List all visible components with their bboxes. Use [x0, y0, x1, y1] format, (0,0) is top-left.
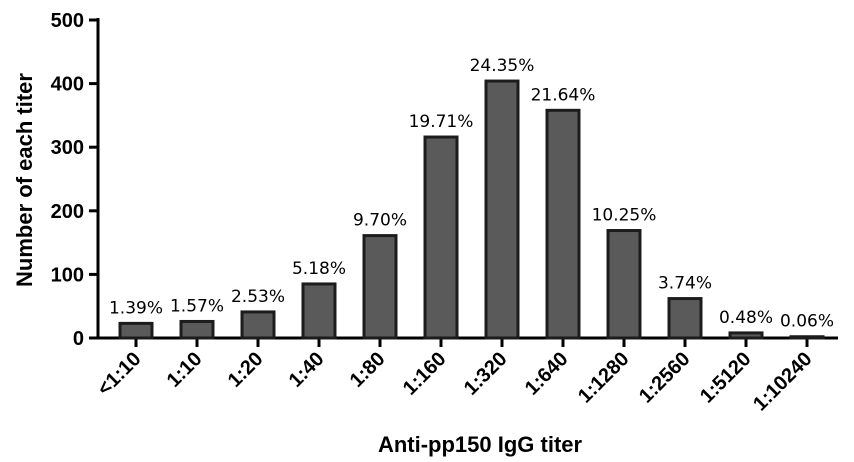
bar: [606, 229, 642, 340]
y-tick-label: 300: [51, 137, 84, 159]
bar: [789, 335, 825, 340]
data-label: 24.35%: [470, 56, 535, 76]
bar: [118, 321, 154, 340]
data-label: 5.18%: [292, 259, 346, 279]
x-tick-label: 1:1280: [574, 348, 634, 408]
y-tick-label: 500: [51, 10, 84, 32]
bar: [728, 331, 764, 340]
bar: [301, 282, 337, 340]
bar: [423, 135, 459, 340]
x-tick-label: 1:80: [346, 348, 390, 392]
data-label: 1.57%: [170, 296, 224, 316]
data-label: 2.53%: [231, 287, 285, 307]
y-tick-label: 100: [51, 264, 84, 286]
x-axis-title: Anti-pp150 IgG titer: [378, 432, 583, 457]
bars: [118, 79, 825, 340]
y-axis-title: Number of each titer: [12, 73, 37, 287]
x-tick-label: 1:5120: [696, 348, 756, 408]
y-tick-label: 200: [51, 201, 84, 223]
bar: [545, 108, 581, 340]
y-tick-label: 0: [73, 328, 84, 350]
x-tick-label: 1:2560: [635, 348, 695, 408]
x-tick-label: 1:40: [285, 348, 329, 392]
data-label: 0.48%: [719, 308, 773, 328]
x-tick-label: 1:10240: [749, 348, 816, 415]
bar: [362, 234, 398, 340]
data-label: 0.06%: [780, 312, 834, 332]
x-tick-label: 1:640: [521, 348, 573, 400]
data-labels: 1.39% 1.57% 2.53% 5.18% 9.70% 19.71% 24.35% 21.…: [109, 56, 834, 332]
x-tick-label: <1:10: [93, 348, 145, 400]
x-tick-label: 1:320: [460, 348, 512, 400]
data-label: 1.39%: [109, 298, 163, 318]
bar: [484, 79, 520, 340]
x-tick-label: 1:20: [224, 348, 268, 392]
bar: [667, 297, 703, 340]
bar: [179, 319, 215, 340]
data-label: 19.71%: [409, 112, 474, 132]
data-label: 21.64%: [531, 85, 596, 105]
data-label: 9.70%: [353, 211, 407, 231]
data-label: 3.74%: [658, 274, 712, 294]
data-label: 10.25%: [592, 206, 657, 226]
y-axis: 0 100 200 300 400 500: [51, 10, 100, 350]
y-tick-label: 400: [51, 74, 84, 96]
x-tick-label: 1:160: [399, 348, 451, 400]
x-tick-label: 1:10: [163, 348, 207, 392]
bar: [240, 310, 276, 340]
x-axis: <1:10 1:10 1:20 1:40 1:80 1:160 1:320 1:640 1:12…: [93, 336, 838, 415]
